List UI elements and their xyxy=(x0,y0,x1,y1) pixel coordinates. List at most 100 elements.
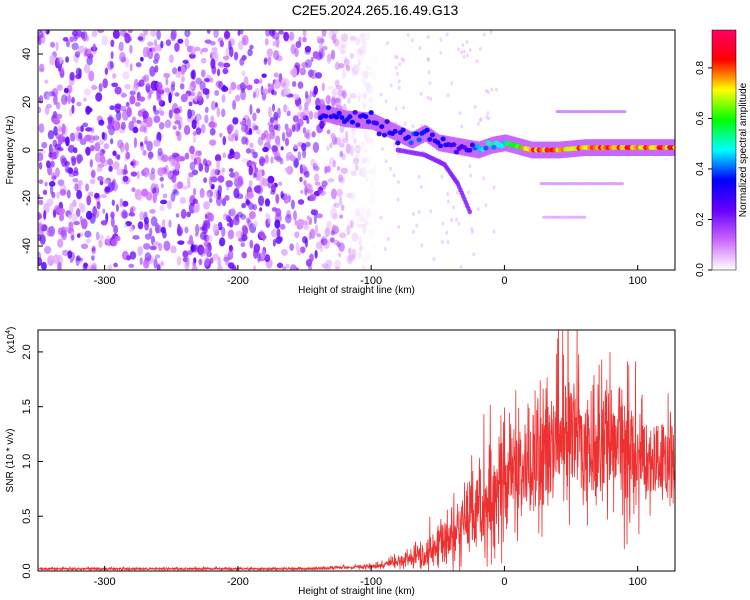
noise-blob xyxy=(177,38,184,44)
signal-band-mark xyxy=(361,111,365,129)
noise-blob xyxy=(308,217,313,226)
signal-band-mark xyxy=(535,141,539,159)
noise-blob xyxy=(241,55,247,61)
noise-blob xyxy=(212,223,219,233)
noise-blob xyxy=(297,141,304,148)
noise-blob xyxy=(77,183,82,191)
noise-blob xyxy=(257,169,262,178)
noise-blob xyxy=(356,223,364,228)
faint-blob xyxy=(492,185,496,190)
noise-blob xyxy=(143,243,151,250)
noise-blob xyxy=(85,146,91,156)
noise-blob xyxy=(67,227,75,234)
noise-blob xyxy=(52,110,58,120)
descending-branch-mark xyxy=(438,159,443,166)
noise-blob xyxy=(156,264,161,270)
noise-blob xyxy=(60,59,64,65)
noise-blob xyxy=(112,73,117,79)
noise-blob xyxy=(137,221,144,230)
noise-blob xyxy=(105,235,111,244)
noise-blob xyxy=(56,254,64,266)
signal-band-mark xyxy=(327,105,331,123)
noise-blob xyxy=(72,170,79,177)
signal-band-mark xyxy=(353,111,357,129)
noise-blob xyxy=(186,115,194,123)
noise-blob xyxy=(315,52,323,61)
noise-blob xyxy=(121,169,128,175)
noise-blob xyxy=(58,56,63,64)
noise-blob xyxy=(297,81,304,89)
noise-blob xyxy=(345,254,352,264)
signal-core-mark xyxy=(539,147,545,153)
signal-band-mark xyxy=(587,139,591,156)
noise-blob xyxy=(110,138,114,145)
noise-blob xyxy=(197,244,205,256)
faint-blob xyxy=(482,176,486,181)
noise-blob xyxy=(190,109,196,117)
noise-blob xyxy=(186,176,191,185)
noise-blob xyxy=(76,153,83,163)
noise-blob xyxy=(332,224,336,230)
noise-blob xyxy=(318,110,322,120)
noise-blob xyxy=(278,181,283,187)
noise-blob xyxy=(258,229,265,239)
noise-blob xyxy=(39,234,46,245)
noise-blob xyxy=(226,215,232,223)
noise-blob xyxy=(264,198,271,207)
noise-blob xyxy=(156,95,162,101)
noise-blob xyxy=(169,155,174,162)
noise-blob xyxy=(270,228,278,238)
faint-blob xyxy=(426,57,430,62)
harmonic-band-mark xyxy=(559,182,564,186)
noise-blob xyxy=(152,59,159,64)
noise-blob xyxy=(197,150,202,158)
noise-blob xyxy=(142,110,146,117)
noise-blob xyxy=(148,47,156,52)
noise-blob xyxy=(142,149,147,156)
harmonic-band-mark xyxy=(579,182,584,186)
noise-blob xyxy=(38,257,43,267)
noise-blob xyxy=(265,30,271,37)
noise-blob xyxy=(318,190,326,196)
descending-branch-mark xyxy=(430,156,435,162)
noise-blob xyxy=(54,57,60,69)
noise-blob xyxy=(38,96,42,102)
noise-blob xyxy=(260,249,266,260)
noise-blob xyxy=(304,94,309,104)
signal-band-mark xyxy=(503,134,507,152)
noise-blob xyxy=(38,106,42,113)
noise-blob xyxy=(43,245,52,255)
noise-blob xyxy=(174,42,180,53)
signal-core-mark xyxy=(387,130,393,136)
signal-band-mark xyxy=(495,135,499,153)
noise-blob xyxy=(343,56,348,64)
descending-branch-mark xyxy=(395,147,401,153)
noise-blob xyxy=(147,93,152,100)
noise-blob xyxy=(85,147,92,153)
noise-blob xyxy=(129,94,136,105)
signal-core-mark xyxy=(477,146,484,152)
noise-blob xyxy=(298,36,302,44)
x-tick-label: -200 xyxy=(227,576,249,588)
harmonic-band-mark xyxy=(572,110,577,114)
noise-blob xyxy=(315,241,323,250)
descending-branch-mark xyxy=(408,149,414,155)
signal-band-mark xyxy=(537,141,541,159)
noise-blob xyxy=(38,222,43,232)
noise-blob xyxy=(210,176,218,183)
noise-blob xyxy=(290,44,296,55)
noise-blob xyxy=(101,149,106,154)
noise-blob xyxy=(84,230,92,238)
noise-blob xyxy=(40,261,47,270)
noise-blob xyxy=(207,212,213,221)
noise-blob xyxy=(214,102,218,108)
descending-branch-mark xyxy=(434,157,439,164)
noise-blob xyxy=(145,83,151,93)
noise-blob xyxy=(314,224,319,236)
noise-blob xyxy=(76,189,83,200)
harmonic-band-mark xyxy=(612,182,618,186)
signal-core-mark xyxy=(576,145,582,151)
x-tick-label: -100 xyxy=(360,576,382,588)
noise-blob xyxy=(206,219,211,230)
noise-blob xyxy=(116,168,124,176)
